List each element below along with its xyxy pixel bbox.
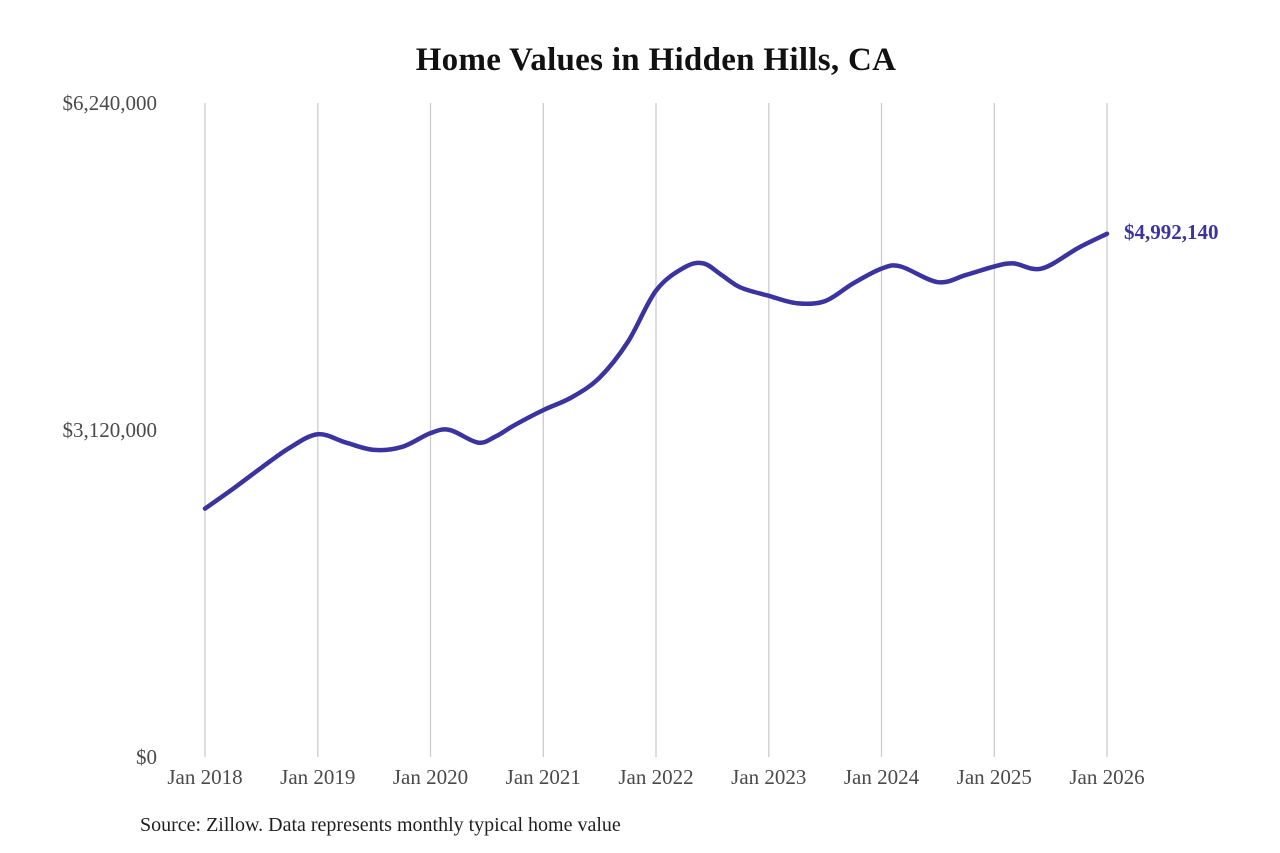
- x-axis-tick-label: Jan 2023: [731, 765, 806, 789]
- chart-title: Home Values in Hidden Hills, CA: [415, 42, 897, 78]
- x-axis-tick-label: Jan 2025: [957, 765, 1032, 789]
- y-axis-tick-label: $0: [136, 745, 157, 769]
- x-axis-tick-label: Jan 2018: [167, 765, 242, 789]
- source-note: Source: Zillow. Data represents monthly …: [140, 814, 621, 836]
- x-axis-tick-label: Jan 2020: [393, 765, 468, 789]
- x-axis-tick-label: Jan 2022: [618, 765, 693, 789]
- latest-value-label: $4,992,140: [1124, 220, 1219, 244]
- x-axis-tick-label: Jan 2024: [844, 765, 920, 789]
- home-value-line: [202, 231, 1110, 511]
- y-axis-tick-label: $3,120,000: [63, 418, 158, 442]
- y-axis-tick-label: $6,240,000: [63, 91, 158, 115]
- x-axis-tick-label: Jan 2026: [1069, 765, 1144, 789]
- x-axis-tick-label: Jan 2021: [506, 765, 581, 789]
- x-axis-tick-label: Jan 2019: [280, 765, 355, 789]
